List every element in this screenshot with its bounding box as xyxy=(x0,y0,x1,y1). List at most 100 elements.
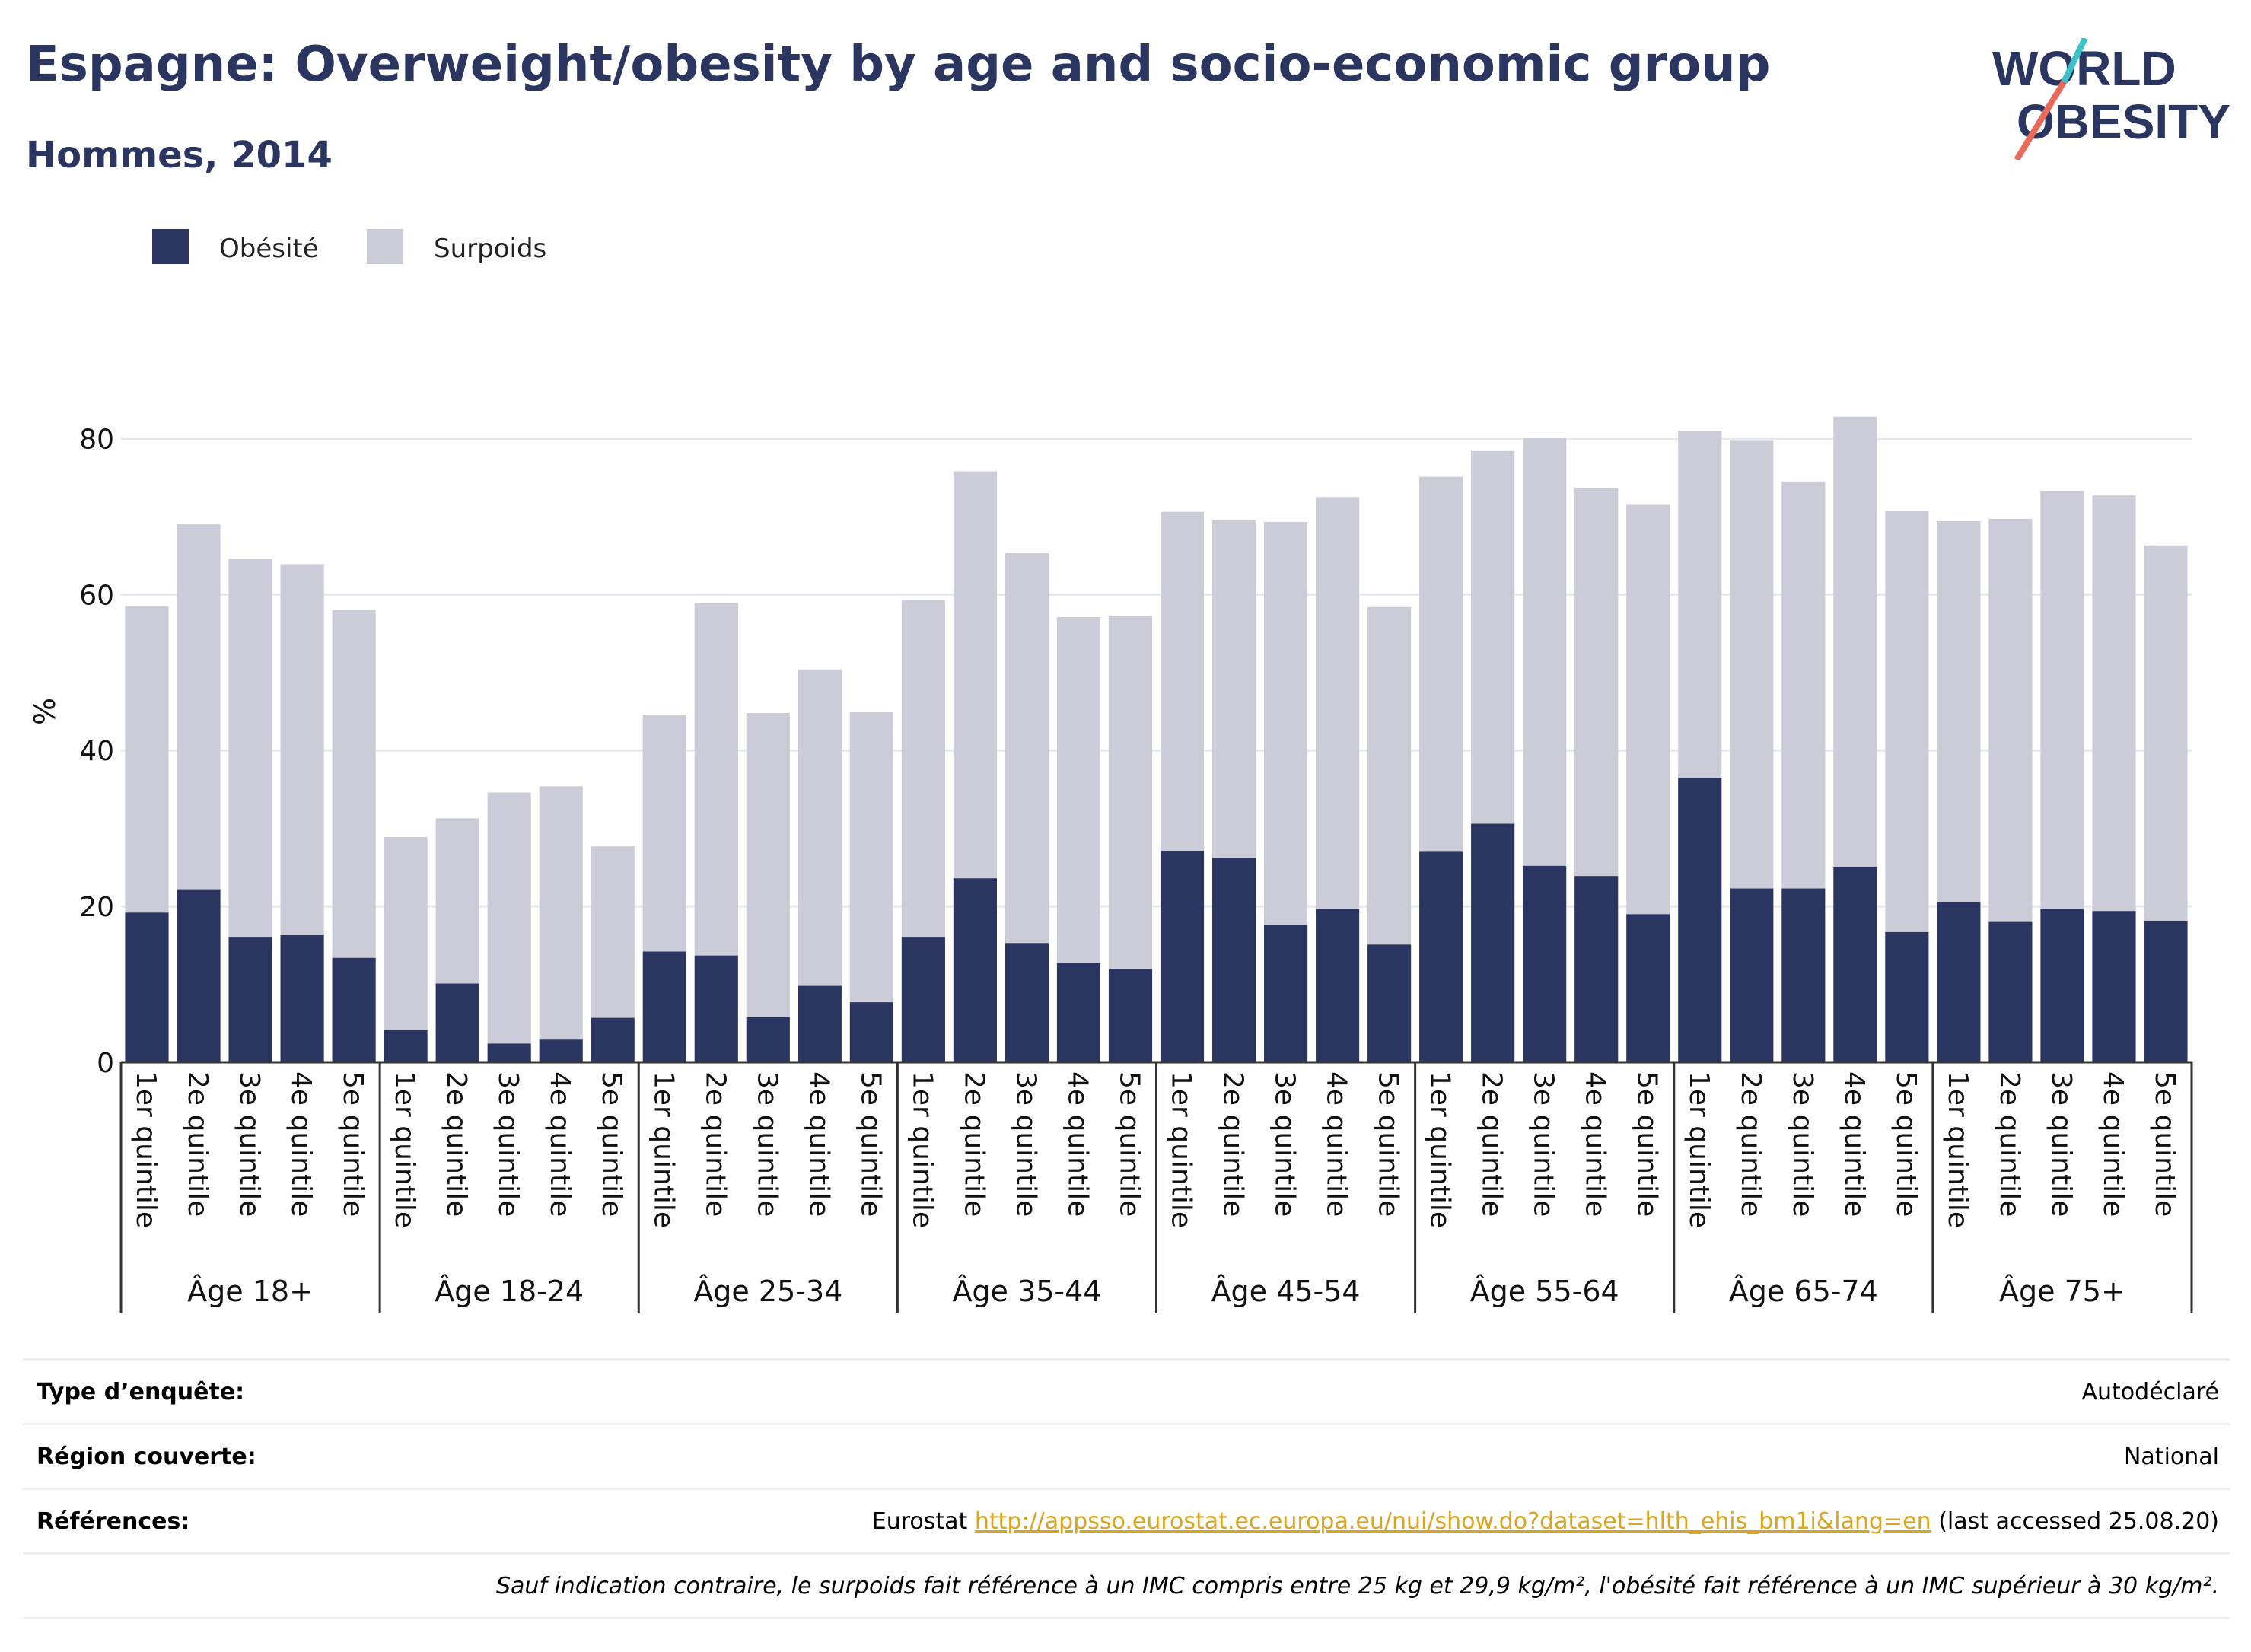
legend: Obésité Surpoids xyxy=(152,229,546,264)
group-label: Âge 55-64 xyxy=(1470,1275,1619,1308)
bar-obesity xyxy=(280,935,324,1062)
y-tick-label: 40 xyxy=(79,736,114,767)
references-prefix: Eurostat xyxy=(871,1507,968,1535)
group-label: Âge 45-54 xyxy=(1211,1275,1361,1308)
bar-obesity xyxy=(2144,921,2188,1062)
bar-overweight xyxy=(1471,450,1515,824)
legend-swatch-1 xyxy=(367,229,403,264)
references-value: Eurostat http://appsso.eurostat.ec.europ… xyxy=(872,1508,2230,1535)
bar-obesity xyxy=(1005,943,1049,1062)
references-suffix: (last accessed 25.08.20) xyxy=(1938,1507,2219,1535)
bar-overweight xyxy=(1574,487,1619,877)
bar-obesity xyxy=(1419,851,1463,1062)
x-tick-label: 5e quintile xyxy=(855,1071,886,1217)
survey-type-label: Type d’enquête: xyxy=(37,1378,245,1405)
bar-obesity xyxy=(642,951,686,1062)
bar-obesity xyxy=(435,983,479,1062)
logo-slash-teal xyxy=(2061,38,2088,84)
bar-obesity xyxy=(1056,963,1101,1062)
x-tick-label: 5e quintile xyxy=(596,1071,627,1217)
x-axis: 1er quintile 2e quintile 3e quintile 4e qui… xyxy=(119,1061,2193,1313)
bar-obesity xyxy=(2092,911,2136,1062)
bar-overweight xyxy=(746,713,790,1017)
x-tick-label: 4e quintile xyxy=(803,1071,834,1217)
bar-overweight xyxy=(280,564,324,936)
bar-obesity xyxy=(125,912,169,1062)
y-axis: 0 20 40 60 80% xyxy=(28,424,114,1079)
bar-obesity xyxy=(177,889,221,1062)
bar-overweight xyxy=(1005,553,1049,944)
bar-obesity xyxy=(1316,909,1360,1062)
x-tick-label: 2e quintile xyxy=(958,1071,989,1217)
group-label: Âge 75+ xyxy=(1999,1275,2125,1308)
x-tick-label: 5e quintile xyxy=(1373,1071,1404,1217)
x-tick-label: 3e quintile xyxy=(1269,1071,1301,1217)
y-tick-label: 20 xyxy=(79,892,114,923)
legend-label-1: Surpoids xyxy=(434,234,546,264)
x-tick-label: 1er quintile xyxy=(1166,1071,1197,1228)
x-tick-label: 5e quintile xyxy=(1113,1071,1145,1217)
x-tick-label: 1er quintile xyxy=(130,1071,161,1228)
group-label: Âge 18-24 xyxy=(435,1275,584,1308)
group-label: Âge 65-74 xyxy=(1729,1275,1878,1308)
bar-overweight xyxy=(798,669,842,986)
bar-obesity xyxy=(332,957,376,1062)
region-value: National xyxy=(2123,1443,2219,1470)
x-tick-label: 1er quintile xyxy=(389,1071,420,1228)
bar-obesity xyxy=(384,1030,428,1062)
bar-obesity xyxy=(1833,867,1877,1062)
y-tick-label: 0 xyxy=(97,1048,114,1079)
y-tick-label: 80 xyxy=(79,424,114,455)
bar-chart: Obésité Surpoids 0 20 40 60 80% 1er quintile 2… xyxy=(28,229,2193,1313)
bar-overweight xyxy=(1367,606,1412,945)
x-tick-label: 3e quintile xyxy=(1787,1071,1818,1217)
bar-overweight xyxy=(125,606,169,913)
x-tick-label: 1er quintile xyxy=(648,1071,679,1228)
references-link[interactable]: http://appsso.eurostat.ec.europa.eu/nui/… xyxy=(974,1507,1931,1535)
bar-obesity xyxy=(2040,909,2084,1062)
bar-overweight xyxy=(1523,438,1567,866)
bar-obesity xyxy=(487,1043,531,1062)
x-tick-label: 3e quintile xyxy=(1010,1071,1041,1217)
bar-overweight xyxy=(694,603,738,956)
chart-subtitle: Hommes, 2014 xyxy=(26,134,333,177)
survey-type-row: Type d’enquête: Autodéclaré xyxy=(23,1358,2230,1423)
bar-overweight xyxy=(591,846,635,1018)
bar-obesity xyxy=(1730,888,1774,1062)
bar-obesity xyxy=(591,1017,635,1062)
x-tick-label: 5e quintile xyxy=(1632,1071,1663,1217)
bar-obesity xyxy=(694,955,738,1062)
x-tick-label: 3e quintile xyxy=(492,1071,524,1217)
bar-overweight xyxy=(2144,545,2188,921)
bar-overweight xyxy=(1833,416,1877,867)
bar-overweight xyxy=(177,524,221,890)
bar-overweight xyxy=(2092,495,2136,912)
x-tick-label: 2e quintile xyxy=(699,1071,731,1217)
references-row: Références: Eurostat http://appsso.euros… xyxy=(23,1488,2230,1552)
x-tick-label: 3e quintile xyxy=(751,1071,782,1217)
x-tick-label: 4e quintile xyxy=(1321,1071,1352,1217)
definition-note-row: Sauf indication contraire, le surpoids f… xyxy=(23,1552,2230,1619)
bar-overweight xyxy=(332,610,376,958)
x-tick-label: 4e quintile xyxy=(1062,1071,1093,1217)
x-tick-label: 2e quintile xyxy=(1476,1071,1508,1217)
x-tick-label: 1er quintile xyxy=(1942,1071,1973,1228)
x-tick-label: 2e quintile xyxy=(1218,1071,1249,1217)
bar-obesity xyxy=(1574,876,1619,1062)
chart-title: Espagne: Overweight/obesity by age and s… xyxy=(26,37,1771,93)
bar-overweight xyxy=(1626,504,1670,915)
x-tick-label: 3e quintile xyxy=(234,1071,265,1217)
references-label: Références: xyxy=(37,1507,190,1535)
bar-overweight xyxy=(849,712,893,1003)
x-tick-label: 2e quintile xyxy=(441,1071,472,1217)
x-tick-label: 3e quintile xyxy=(1528,1071,1559,1217)
bar-obesity xyxy=(1160,851,1205,1062)
bar-obesity xyxy=(1937,901,1981,1062)
bar-overweight xyxy=(1211,520,1256,858)
x-tick-label: 4e quintile xyxy=(285,1071,317,1217)
bar-obesity xyxy=(1211,858,1256,1062)
bar-overweight xyxy=(2040,491,2084,909)
bar-obesity xyxy=(1471,823,1515,1062)
region-row: Région couverte: National xyxy=(23,1423,2230,1488)
x-tick-label: 5e quintile xyxy=(2149,1071,2180,1217)
